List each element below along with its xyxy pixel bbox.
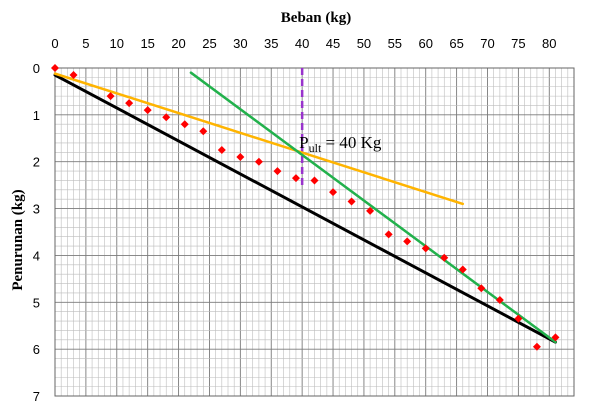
data-point — [347, 197, 356, 206]
trend-line-black — [53, 73, 557, 344]
data-point — [106, 92, 115, 101]
data-point — [421, 244, 430, 253]
data-point — [273, 167, 282, 176]
data-point — [254, 157, 263, 166]
x-tick-label: 45 — [326, 36, 340, 51]
x-tick-label: 30 — [233, 36, 247, 51]
data-point — [551, 333, 560, 342]
data-point — [180, 120, 189, 129]
data-point — [291, 174, 300, 183]
tangent-line-green — [189, 71, 557, 344]
data-point — [125, 99, 134, 108]
x-tick-label: 50 — [357, 36, 371, 51]
data-point — [532, 342, 541, 351]
data-point — [162, 113, 171, 122]
data-point — [495, 295, 504, 304]
y-tick-label: 7 — [33, 389, 40, 404]
x-tick-label: 10 — [110, 36, 124, 51]
data-point — [458, 265, 467, 274]
data-point — [329, 188, 338, 197]
data-points — [51, 64, 560, 351]
chart-grid — [54, 67, 575, 397]
pult-annotation: Pult = 40 Kg — [299, 133, 382, 155]
data-point — [69, 71, 78, 80]
x-tick-label: 65 — [449, 36, 463, 51]
x-tick-label: 5 — [82, 36, 89, 51]
data-point — [403, 237, 412, 246]
y-tick-label: 0 — [33, 61, 40, 76]
x-tick-label: 35 — [264, 36, 278, 51]
x-tick-label: 70 — [480, 36, 494, 51]
y-tick-label: 1 — [33, 108, 40, 123]
data-point — [477, 284, 486, 293]
x-tick-label: 15 — [140, 36, 154, 51]
y-tick-label: 4 — [33, 248, 40, 263]
y-tick-label: 5 — [33, 295, 40, 310]
x-axis-title: Beban (kg) — [281, 10, 351, 26]
y-tick-label: 3 — [33, 202, 40, 217]
y-tick-label: 6 — [33, 342, 40, 357]
x-tick-label: 75 — [511, 36, 525, 51]
x-tick-label: 0 — [51, 36, 58, 51]
pult-rest: = 40 Kg — [321, 133, 382, 152]
x-tick-label: 80 — [542, 36, 556, 51]
data-point — [384, 230, 393, 239]
data-point — [143, 106, 152, 115]
data-point — [310, 176, 319, 185]
x-tick-label: 55 — [388, 36, 402, 51]
x-tick-label: 25 — [202, 36, 216, 51]
x-tick-labels: 0 5 10 15 20 25 30 35 40 45 50 55 60 65 70 75 80 — [51, 36, 556, 51]
y-tick-label: 2 — [33, 155, 40, 170]
trend-lines — [53, 68, 557, 344]
data-point — [514, 314, 523, 323]
y-axis-title: Penurunan (kg) — [10, 189, 26, 290]
data-point — [236, 153, 245, 162]
x-tick-label: 60 — [418, 36, 432, 51]
x-tick-label: 40 — [295, 36, 309, 51]
y-tick-labels: 0 1 2 3 4 5 6 7 — [33, 61, 40, 404]
tangent-line-orange — [53, 72, 465, 206]
plot-frame — [54, 67, 575, 397]
data-point — [199, 127, 208, 136]
data-point — [217, 146, 226, 154]
data-point — [366, 206, 375, 215]
pult-sub: ult — [309, 141, 322, 155]
data-point — [440, 253, 449, 262]
pult-main: P — [299, 133, 308, 152]
data-point — [51, 64, 59, 72]
x-tick-label: 20 — [171, 36, 185, 51]
